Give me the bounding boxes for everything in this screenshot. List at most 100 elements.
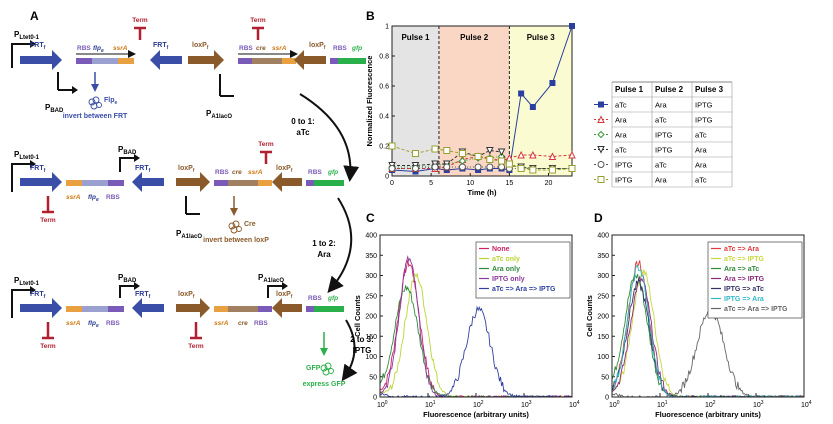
promoter-label: PLtet0-1: [14, 276, 40, 287]
rbs-label: RBS: [239, 45, 253, 52]
table-cell: Ara: [655, 176, 668, 185]
frt-site: [132, 298, 164, 318]
promoter-label: PLtet0-1: [14, 150, 40, 161]
table-cell: Ara: [615, 131, 628, 140]
x-tick-label: 15: [505, 180, 513, 187]
loxp-label: loxPf: [276, 165, 293, 174]
promoter-arrowhead: [30, 40, 36, 48]
rbs-label: RBS: [215, 169, 229, 176]
gfp-gene: [338, 58, 366, 64]
loxp-site: [272, 172, 302, 192]
legend-swatch-marker: [597, 115, 605, 123]
cre-action-label: invert between loxP: [203, 237, 269, 244]
pulse-label: Pulse 2: [460, 33, 489, 42]
gfp-gene: [314, 180, 344, 186]
flpe-arrowhead: [91, 84, 99, 92]
x-tick-label: 103: [521, 400, 532, 409]
y-tick-label: 250: [365, 293, 377, 300]
legend-label: aTc => Ara: [724, 246, 759, 253]
data-point: [497, 148, 506, 157]
legend-box: [475, 241, 571, 299]
gfp-gene: [314, 306, 344, 312]
frt-label: FRTf: [135, 165, 151, 174]
x-tick-exponent: 0: [617, 400, 620, 406]
table-cell: aTc: [615, 146, 627, 155]
terminator-label: Term: [40, 343, 56, 350]
histogram-trace: [611, 308, 805, 398]
data-point: [388, 165, 396, 172]
panel-b-legend-table: Pulse 1 Pulse 2 Pulse 3 aTc Ara IPTG Ara aTc IPT…: [594, 81, 733, 188]
table-cell: aTc: [695, 131, 707, 140]
data-point: [474, 153, 482, 160]
plot-frame: [379, 234, 573, 398]
cre-protein-icon: [228, 220, 242, 234]
rbs-label: RBS: [254, 320, 268, 327]
promoter-arrowhead: [30, 286, 36, 294]
x-tick-exponent: 3: [761, 400, 764, 406]
frt-site: [150, 50, 182, 70]
data-point: [486, 156, 494, 163]
y-tick-label: 300: [365, 273, 377, 280]
x-axis-label: Fluorescence (arbitrary units): [423, 410, 529, 419]
x-tick-exponent: 2: [713, 400, 716, 406]
y-tick-label: 100: [597, 354, 609, 361]
table-cell: IPTG: [695, 101, 713, 110]
pulse-region: [509, 26, 572, 176]
frt-label: FRTf: [135, 291, 151, 300]
promoter-arrowhead: [30, 160, 36, 168]
data-point: [431, 163, 439, 171]
loxp-label: loxPf: [192, 42, 209, 51]
x-tick-exponent: 0: [385, 400, 388, 406]
terminator: [134, 26, 146, 40]
terminator-label: Term: [40, 217, 56, 224]
legend-label: aTc => IPTG: [724, 256, 764, 263]
ssra-label: ssrA: [66, 320, 81, 327]
loxp-site: [188, 50, 224, 70]
data-point: [388, 142, 396, 150]
x-tick-label: 101: [657, 400, 668, 409]
construct-state-0: PLtet0-1 FRTf RBS flpe ssrA Term FRTf PB…: [11, 17, 366, 120]
rbs-label: RBS: [333, 45, 347, 52]
cre-label: cre: [238, 320, 248, 327]
legend-swatch-marker: [597, 176, 605, 183]
terminator-label: Term: [250, 17, 266, 24]
x-tick-label: 100: [609, 400, 620, 409]
data-point: [486, 147, 494, 155]
loxp-label: loxPf: [178, 291, 195, 300]
data-point: [548, 166, 556, 174]
promoter-label: PLtet0-1: [14, 30, 40, 41]
promoter-arrow: [219, 74, 234, 97]
rbs-block: [306, 180, 314, 186]
ssra-label: ssrA: [248, 169, 263, 176]
promoter-label: PA1lacO: [206, 109, 232, 120]
data-point: [568, 165, 576, 172]
frt-site: [20, 50, 62, 70]
promoter-arrow: [11, 43, 30, 68]
transition-arrow-2-3: [341, 319, 358, 382]
gfp-protein-label: GFP: [306, 365, 321, 372]
gfp-arrowhead: [320, 348, 328, 356]
promoter-label: PA1lacO: [258, 273, 284, 284]
panel-b-label: B: [366, 9, 375, 23]
legend-label: None: [492, 246, 510, 253]
rbs-block: [238, 58, 252, 64]
transition-2-3-line1: 2 to 3:: [350, 335, 374, 344]
transition-1-2-line1: 1 to 2:: [312, 239, 336, 248]
data-point: [517, 165, 525, 172]
frt-label: FRTf: [30, 165, 46, 174]
terminator-label: Term: [132, 17, 148, 24]
rbs-label: RBS: [106, 194, 120, 201]
frt-label: FRTf: [30, 291, 46, 300]
x-tick-label: 102: [473, 400, 484, 409]
construct-state-2: PLtet0-1 FRTf ssrA flpe RBS Term FRTf PB…: [11, 273, 346, 388]
data-point: [411, 165, 419, 172]
rbs-block: [108, 180, 124, 186]
x-tick-label: 0: [390, 180, 394, 187]
promoter-arrow: [11, 163, 30, 192]
table-cell: aTc: [655, 116, 667, 125]
y-tick-label: 50: [369, 374, 377, 381]
x-axis-label: Fluorescence (arbitrary units): [655, 410, 761, 419]
